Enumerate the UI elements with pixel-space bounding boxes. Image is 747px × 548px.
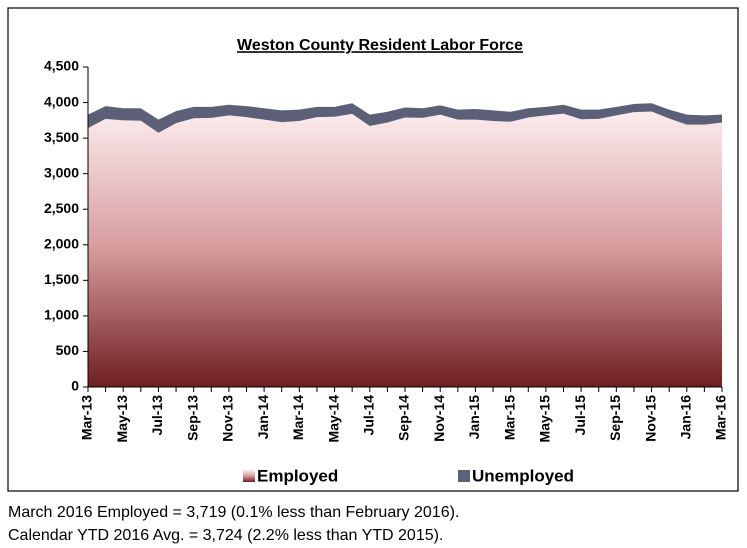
chart-border xyxy=(7,7,739,492)
x-tick-label: Nov-15 xyxy=(642,395,658,442)
footnote: Calendar YTD 2016 Avg. = 3,724 (2.2% les… xyxy=(8,527,443,544)
x-tick-label: Jan-15 xyxy=(466,395,482,440)
x-tick-label: May-15 xyxy=(537,395,553,443)
footnote: March 2016 Employed = 3,719 (0.1% less t… xyxy=(8,504,459,521)
x-tick-label: Jan-14 xyxy=(255,395,271,440)
y-tick-label: 0 xyxy=(71,378,79,394)
x-tick-label: Mar-16 xyxy=(713,395,729,440)
x-tick-label: Jul-14 xyxy=(360,395,376,436)
x-tick-label: Nov-14 xyxy=(431,395,447,442)
area-unemployed xyxy=(88,103,722,133)
area-employed xyxy=(88,111,722,387)
x-tick-label: Sep-15 xyxy=(607,395,623,441)
x-tick-label: May-14 xyxy=(325,395,341,443)
y-tick-label: 4,500 xyxy=(44,58,79,74)
x-tick-label: Mar-15 xyxy=(501,395,517,440)
x-tick-label: Jul-13 xyxy=(149,395,165,436)
x-tick-label: May-13 xyxy=(114,395,130,443)
x-tick-label: Jul-15 xyxy=(572,395,588,436)
legend-swatch xyxy=(458,470,470,482)
y-tick-label: 3,500 xyxy=(44,129,79,145)
legend-label: Employed xyxy=(257,466,338,485)
x-tick-label: Mar-14 xyxy=(290,395,306,440)
y-tick-label: 1,000 xyxy=(44,307,79,323)
legend-label: Unemployed xyxy=(472,466,574,485)
x-tick-label: Sep-14 xyxy=(396,395,412,441)
y-tick-label: 500 xyxy=(56,342,80,358)
x-tick-label: Sep-13 xyxy=(184,395,200,441)
y-tick-label: 3,000 xyxy=(44,164,79,180)
y-tick-label: 4,000 xyxy=(44,93,79,109)
y-tick-label: 2,000 xyxy=(44,235,79,251)
y-tick-label: 2,500 xyxy=(44,200,79,216)
x-tick-label: Jan-16 xyxy=(677,395,693,440)
y-tick-label: 1,500 xyxy=(44,271,79,287)
x-tick-label: Mar-13 xyxy=(79,395,95,440)
chart-title: Weston County Resident Labor Force xyxy=(237,37,523,54)
legend-swatch xyxy=(243,470,255,482)
x-tick-label: Nov-13 xyxy=(220,395,236,442)
